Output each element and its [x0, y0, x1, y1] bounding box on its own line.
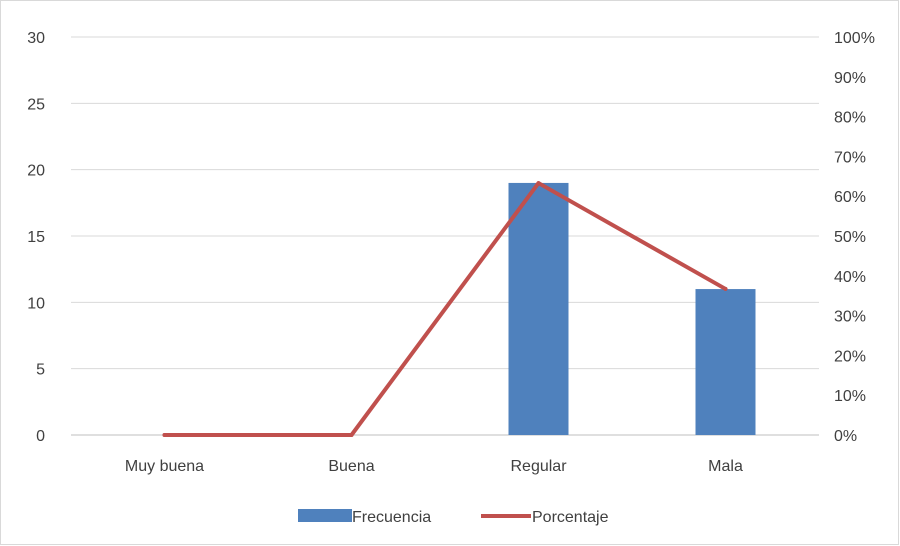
- x-axis-category-label: Mala: [708, 458, 743, 475]
- right-axis-tick-label: 90%: [834, 70, 866, 87]
- legend-label-porcentaje: Porcentaje: [532, 509, 609, 526]
- right-axis-tick-label: 70%: [834, 149, 866, 166]
- x-axis-category-label: Muy buena: [125, 458, 204, 475]
- right-axis-tick-label: 10%: [834, 388, 866, 405]
- line-porcentaje: [162, 181, 728, 437]
- left-axis-tick-label: 10: [27, 295, 45, 312]
- right-axis-tick-label: 30%: [834, 309, 866, 326]
- legend: Frecuencia Porcentaje: [298, 509, 609, 526]
- right-axis-tick-label: 100%: [834, 30, 875, 47]
- x-axis-category-label: Buena: [328, 458, 374, 475]
- right-axis-tick-label: 20%: [834, 348, 866, 365]
- left-axis-tick-label: 25: [27, 96, 45, 113]
- bar-frecuencia: [695, 289, 756, 435]
- percentage-line: [162, 181, 728, 437]
- left-axis-tick-label: 0: [36, 428, 45, 445]
- right-axis-ticks: 0% 10% 20% 30% 40% 50% 60% 70% 80% 90% 100%: [834, 30, 875, 445]
- left-axis-tick-label: 20: [27, 163, 45, 180]
- line-point-porcentaje: [162, 433, 167, 437]
- legend-label-frecuencia: Frecuencia: [352, 509, 431, 526]
- left-axis-ticks: 0 5 10 15 20 25 30: [27, 30, 45, 445]
- right-axis-tick-label: 60%: [834, 189, 866, 206]
- line-point-porcentaje: [349, 433, 354, 437]
- right-axis-tick-label: 0%: [834, 428, 857, 445]
- frequency-bars: [508, 182, 756, 435]
- right-axis-tick-label: 40%: [834, 269, 866, 286]
- left-axis-tick-label: 15: [27, 229, 45, 246]
- x-axis-labels: Muy buena Buena Regular Mala: [125, 458, 743, 475]
- x-axis-category-label: Regular: [510, 458, 567, 475]
- bar-frecuencia: [508, 182, 569, 435]
- line-point-porcentaje: [536, 181, 541, 186]
- left-axis-tick-label: 30: [27, 30, 45, 47]
- right-axis-tick-label: 50%: [834, 229, 866, 246]
- left-axis-tick-label: 5: [36, 362, 45, 379]
- right-axis-tick-label: 80%: [834, 110, 866, 127]
- gridlines: [71, 36, 819, 436]
- legend-swatch-frecuencia: [298, 509, 352, 522]
- line-point-porcentaje: [723, 286, 728, 291]
